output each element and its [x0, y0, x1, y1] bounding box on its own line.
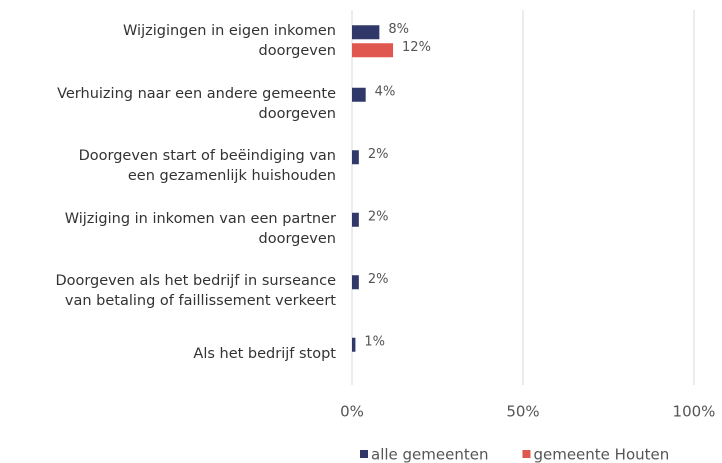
bar: [352, 275, 359, 290]
category-label: Doorgeven als het bedrijf in surseance v…: [55, 273, 336, 310]
x-tick-label: 0%: [340, 403, 364, 421]
value-label: 1%: [364, 334, 385, 349]
x-tick-label: 50%: [506, 403, 539, 421]
category-label: Doorgeven start of beëindiging van een g…: [78, 148, 336, 185]
legend-swatch: [360, 450, 368, 458]
legend-label: gemeente Houten: [533, 446, 669, 463]
category-label: Wijzigingen in eigen inkomen doorgeven: [123, 23, 336, 60]
legend-label: alle gemeenten: [371, 446, 488, 463]
value-label: 4%: [375, 84, 396, 99]
value-label: 2%: [368, 209, 389, 224]
bar: [352, 25, 380, 40]
bar: [352, 212, 359, 227]
bar: [352, 87, 366, 102]
bar: [352, 337, 356, 352]
value-label: 12%: [402, 40, 431, 55]
value-label: 8%: [388, 22, 409, 37]
value-label: 2%: [368, 272, 389, 287]
value-label: 2%: [368, 147, 389, 162]
category-label: Als het bedrijf stopt: [193, 345, 336, 362]
bar: [352, 150, 359, 165]
x-tick-label: 100%: [673, 403, 716, 421]
bar: [352, 43, 394, 58]
legend-swatch: [522, 450, 531, 458]
category-label: Wijziging in inkomen van een partner doo…: [64, 210, 336, 247]
category-label: Verhuizing naar een andere gemeente door…: [57, 85, 336, 122]
